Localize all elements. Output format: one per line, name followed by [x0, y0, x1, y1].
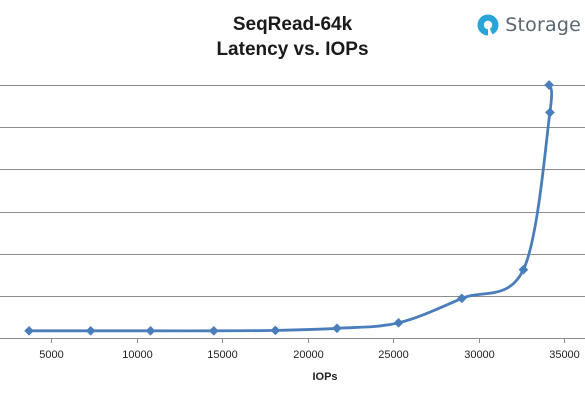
x-tick-label: 25000: [378, 349, 409, 361]
data-point: [145, 325, 156, 336]
chart-title-line-1: SeqRead-64k: [232, 14, 353, 35]
x-tick-label: 5000: [39, 349, 63, 361]
chart-title-line-2: Latency vs. IOPs: [216, 39, 369, 60]
data-point: [332, 323, 342, 334]
data-point: [85, 325, 96, 336]
x-tick-label: 20000: [293, 349, 324, 361]
data-point: [393, 317, 404, 328]
data-point: [24, 325, 35, 336]
brand-text: Storage: [505, 14, 581, 36]
data-point: [456, 293, 467, 304]
brand-logo: Storage: [477, 14, 581, 36]
x-axis-title: IOPs: [312, 371, 337, 383]
x-tick-label: 10000: [122, 349, 153, 361]
data-point: [208, 325, 219, 336]
data-point: [518, 264, 529, 275]
data-point: [270, 325, 281, 336]
storagereview-logo-icon: [477, 14, 499, 36]
chart-title: SeqRead-64k Latency vs. IOPs: [0, 12, 585, 62]
data-point: [544, 80, 555, 90]
x-tick-label: 35000: [549, 349, 580, 361]
x-tick-label: 30000: [464, 349, 495, 361]
x-tick-label: 15000: [207, 349, 238, 361]
data-point: [544, 107, 555, 118]
series-line: [29, 84, 554, 333]
